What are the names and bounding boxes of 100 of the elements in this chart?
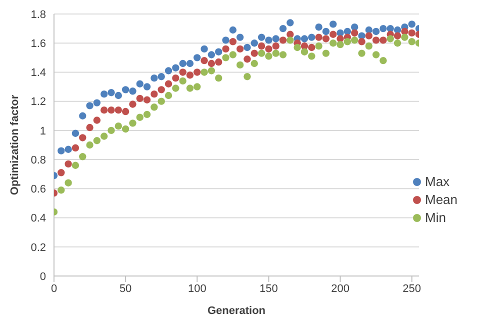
x-tick-label: 50 [119, 282, 132, 295]
point [350, 36, 358, 44]
point [386, 35, 394, 42]
point [394, 26, 402, 34]
y-tick-label: 1.2 [30, 96, 46, 108]
point [114, 92, 122, 100]
point [129, 100, 136, 108]
point [394, 40, 402, 47]
point [330, 20, 337, 28]
point [215, 74, 222, 82]
point [64, 146, 72, 153]
point [272, 35, 280, 42]
point [143, 110, 151, 118]
point [222, 36, 230, 44]
point [64, 160, 72, 168]
point [358, 50, 366, 57]
point [229, 38, 237, 46]
point [194, 54, 201, 62]
point [215, 48, 222, 56]
point [401, 34, 408, 41]
point [294, 44, 301, 52]
x-tick-label: 100 [188, 282, 206, 295]
point [408, 38, 416, 46]
y-axis-title: Optimization factor [8, 94, 21, 196]
point [279, 51, 287, 58]
point [258, 42, 266, 50]
x-tick-label: 0 [50, 282, 58, 295]
point [79, 153, 86, 160]
point [150, 90, 158, 98]
point [250, 40, 258, 47]
point [179, 60, 186, 68]
x-axis-title: Generation [207, 305, 266, 317]
point [336, 29, 344, 37]
point [158, 72, 165, 80]
point [336, 40, 344, 48]
point [100, 132, 108, 140]
point [179, 77, 186, 85]
point [279, 36, 287, 44]
point [108, 89, 115, 96]
point [72, 130, 80, 137]
point [194, 68, 201, 76]
point [222, 54, 230, 62]
point [79, 134, 86, 142]
y-tick-label: 0 [40, 270, 46, 283]
point [258, 50, 266, 57]
point [158, 86, 165, 94]
point [300, 42, 308, 50]
point [129, 88, 136, 95]
y-tick-label: 0.2 [30, 242, 46, 254]
point [108, 126, 115, 134]
point [208, 67, 216, 74]
point [229, 26, 237, 34]
point [93, 137, 101, 144]
point [330, 30, 337, 38]
y-tick-label: 0.8 [30, 154, 46, 166]
point [122, 86, 130, 94]
point [344, 38, 352, 46]
point [122, 108, 130, 116]
point [208, 51, 216, 58]
y-tick-label: 1.8 [30, 8, 46, 21]
x-tick-label: 250 [402, 282, 422, 295]
point [380, 56, 387, 64]
point [72, 162, 80, 169]
point [408, 20, 416, 28]
point [380, 24, 387, 32]
point [208, 60, 216, 68]
point [172, 84, 180, 92]
y-tick-label: 1 [40, 125, 46, 138]
point [186, 60, 194, 68]
point [158, 98, 165, 105]
point [122, 125, 130, 133]
point [244, 56, 251, 63]
point [322, 50, 330, 57]
point [372, 28, 380, 36]
point [143, 83, 151, 90]
legend-label: Min [425, 210, 446, 225]
point [164, 80, 172, 88]
point [86, 124, 94, 132]
point [143, 96, 151, 104]
point [258, 34, 266, 41]
point [365, 32, 372, 40]
point [365, 26, 372, 34]
point [279, 24, 287, 32]
point [100, 90, 108, 98]
point [286, 36, 294, 44]
point [372, 51, 380, 58]
point [300, 48, 308, 56]
point [129, 120, 136, 127]
point [330, 40, 337, 47]
point [86, 102, 94, 110]
point [64, 179, 72, 186]
point [229, 51, 237, 58]
point [100, 106, 108, 114]
point [58, 186, 65, 194]
point [350, 29, 358, 37]
point [194, 83, 201, 90]
point [300, 35, 308, 42]
point [108, 106, 115, 114]
point [136, 80, 144, 88]
point [222, 45, 230, 53]
